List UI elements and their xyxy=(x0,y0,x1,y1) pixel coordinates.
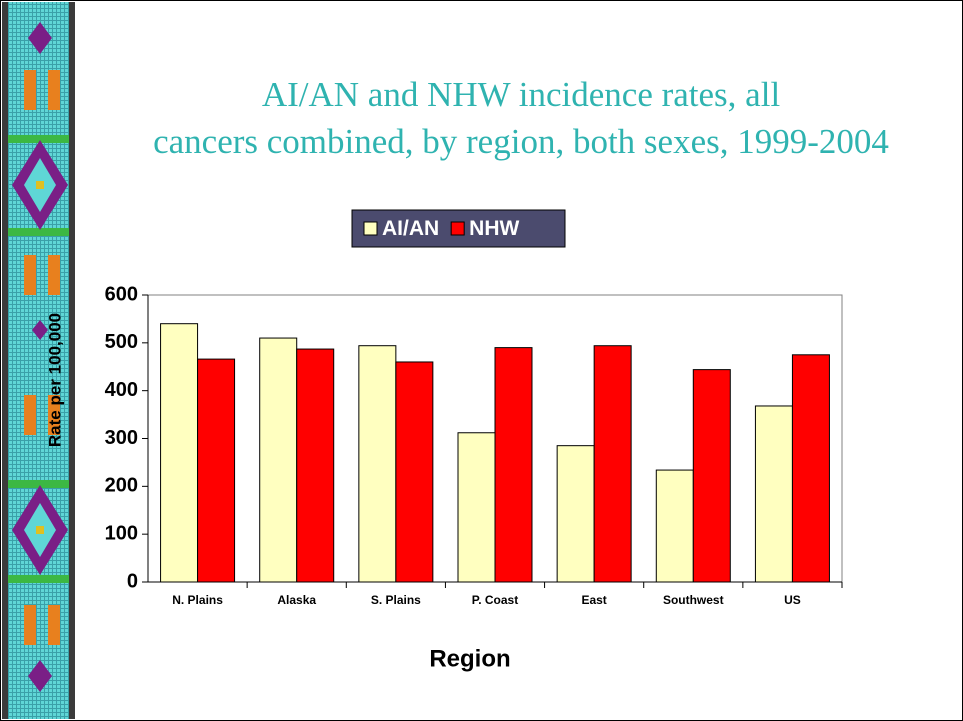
bar xyxy=(197,358,236,583)
x-tick-label: Southwest xyxy=(663,593,724,607)
bar xyxy=(296,348,335,583)
x-tick-label: US xyxy=(784,593,801,607)
y-tick-label: 300 xyxy=(105,427,138,449)
x-tick-label: N. Plains xyxy=(172,593,223,607)
bar xyxy=(160,323,199,583)
x-tick-label: P. Coast xyxy=(472,593,518,607)
bar xyxy=(457,432,496,583)
bar xyxy=(395,361,434,583)
chart-title: AI/AN and NHW incidence rates, all cance… xyxy=(153,75,889,161)
legend-swatch xyxy=(363,221,378,236)
decorative-strip xyxy=(2,2,75,719)
y-tick-label: 0 xyxy=(127,570,138,592)
y-tick-label: 600 xyxy=(105,283,138,305)
bar xyxy=(556,445,595,583)
x-tick-label: S. Plains xyxy=(371,593,421,607)
legend-swatch xyxy=(450,221,465,236)
bar xyxy=(259,337,298,583)
y-tick-label: 400 xyxy=(105,379,138,401)
bar xyxy=(655,469,694,583)
y-axis-label: Rate per 100,000 xyxy=(45,313,64,447)
legend-label: AI/AN xyxy=(382,217,439,240)
y-tick-label: 200 xyxy=(105,475,138,497)
bar xyxy=(494,347,533,583)
bar xyxy=(791,354,830,583)
x-tick-label: Alaska xyxy=(277,593,316,607)
bar xyxy=(754,405,793,583)
bar xyxy=(692,369,731,583)
bar xyxy=(358,345,397,583)
x-tick-label: East xyxy=(581,593,606,607)
y-tick-label: 500 xyxy=(105,331,138,353)
y-tick-label: 100 xyxy=(105,522,138,544)
legend-label: NHW xyxy=(469,217,519,240)
x-axis-label: Region xyxy=(429,645,510,672)
bar xyxy=(593,345,632,583)
